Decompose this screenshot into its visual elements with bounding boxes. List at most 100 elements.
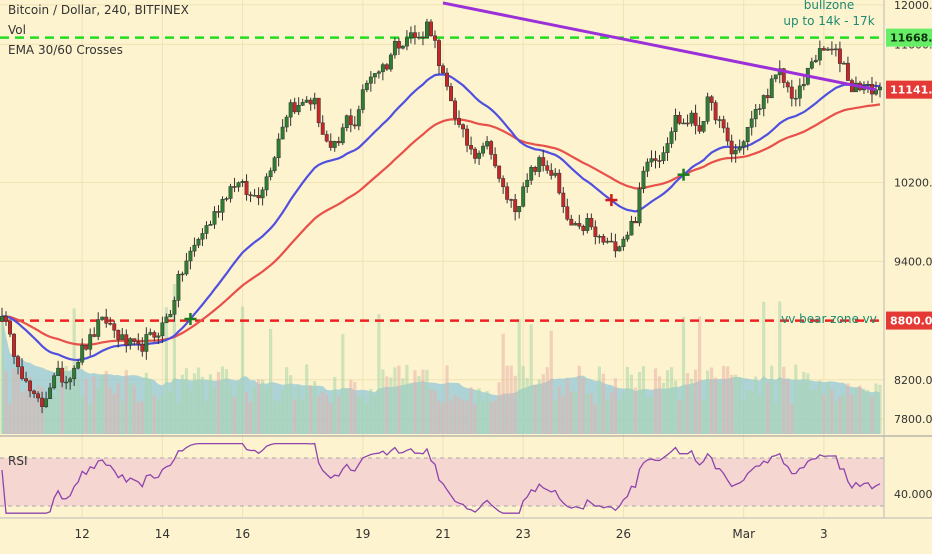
- candle: [689, 110, 694, 127]
- candle: [793, 89, 798, 107]
- volume-bar: [377, 314, 381, 434]
- candle-body: [585, 218, 590, 231]
- candle-body: [781, 68, 786, 83]
- candle: [589, 213, 594, 230]
- candle-body: [813, 59, 818, 63]
- candle-body: [681, 122, 686, 125]
- volume-bar: [609, 392, 613, 434]
- candle-body: [553, 172, 558, 176]
- bull-zone-annotation-2: up to 14k - 17k: [783, 14, 874, 28]
- candle-body: [845, 62, 850, 81]
- candle: [216, 205, 221, 218]
- volume-bar: [810, 389, 814, 434]
- volume-bar: [601, 373, 605, 434]
- volume-bar: [854, 387, 858, 434]
- candle-body: [392, 41, 397, 56]
- candle: [809, 57, 814, 70]
- price-tick-label: 10200.0: [894, 176, 932, 189]
- candle-body: [164, 316, 169, 324]
- candle: [585, 213, 590, 234]
- candle-body: [645, 161, 650, 172]
- volume-indicator-label[interactable]: Vol: [8, 23, 26, 37]
- volume-bar: [790, 403, 794, 434]
- candle: [609, 232, 614, 243]
- volume-bar: [730, 374, 734, 434]
- candle: [240, 179, 245, 187]
- time-axis[interactable]: 12 14 16 19 21 23 26 Mar 3: [75, 527, 828, 541]
- candle-body: [36, 393, 41, 399]
- volume-bar: [172, 283, 176, 434]
- candle-body: [817, 48, 822, 61]
- volume-bar: [617, 400, 622, 434]
- candle: [669, 127, 674, 148]
- candle: [693, 104, 698, 135]
- trendline: [442, 1, 877, 92]
- volume-bar: [762, 301, 766, 434]
- candle: [312, 92, 317, 110]
- candle: [525, 173, 530, 193]
- price-axis[interactable]: 12000.011600.010200.09400.08200.07800.01…: [886, 0, 932, 426]
- candle-body: [4, 316, 8, 322]
- candle: [769, 75, 774, 99]
- candle-body: [429, 21, 433, 37]
- candle-body: [713, 102, 718, 121]
- volume-bar: [260, 379, 265, 434]
- candle: [657, 154, 662, 168]
- volume-bar: [449, 400, 453, 434]
- candle: [244, 174, 249, 201]
- volume-bar: [661, 382, 666, 434]
- resistance-trendline[interactable]: [442, 1, 877, 92]
- volume-bar: [421, 369, 425, 434]
- candle-body: [120, 334, 125, 340]
- candle: [328, 133, 333, 151]
- candle: [673, 108, 678, 141]
- candle-body: [32, 390, 37, 395]
- candle: [801, 75, 806, 91]
- symbol-title: Bitcoin / Dollar, 240, BITFINEX: [8, 3, 189, 17]
- candle-body: [152, 332, 157, 338]
- ema-indicator-label[interactable]: EMA 30/60 Crosses: [8, 43, 123, 57]
- candle: [517, 206, 522, 219]
- volume-bar: [846, 383, 850, 434]
- candle-body: [380, 64, 385, 73]
- volume-bar: [441, 402, 445, 434]
- candle-body: [741, 141, 746, 148]
- candle-body: [689, 112, 694, 124]
- candle-body: [641, 170, 646, 190]
- volume-bar: [417, 376, 421, 434]
- volume-bar: [774, 403, 778, 434]
- candle: [593, 220, 598, 245]
- candle-body: [757, 108, 762, 110]
- volume-bar: [293, 399, 297, 434]
- volume-bar: [413, 370, 417, 434]
- candle: [489, 139, 494, 160]
- candle: [817, 40, 822, 66]
- candle: [449, 82, 453, 102]
- ema-fast-line: [1, 73, 881, 362]
- volume-bar: [734, 374, 738, 434]
- volume-bar: [553, 400, 557, 434]
- candle: [372, 73, 377, 84]
- candle-body: [485, 141, 490, 147]
- volume-bar: [585, 394, 589, 434]
- candle-body: [773, 74, 778, 80]
- volume-bar: [637, 371, 642, 434]
- candle: [288, 99, 293, 126]
- volume-bar: [517, 318, 521, 434]
- volume-bar: [866, 389, 870, 434]
- candle: [529, 165, 534, 185]
- candle-body: [653, 158, 658, 161]
- rsi-indicator-label[interactable]: RSI: [8, 454, 28, 468]
- candle-body: [837, 48, 842, 64]
- volume-bar: [140, 400, 144, 434]
- candle-body: [625, 234, 630, 240]
- candle-body: [705, 96, 710, 122]
- candle: [513, 193, 518, 221]
- candle: [304, 96, 309, 103]
- volume-bar: [429, 389, 433, 434]
- candle-body: [449, 86, 453, 102]
- volume-bar: [240, 306, 245, 434]
- candle: [184, 252, 189, 276]
- volume-bar: [577, 365, 581, 434]
- time-tick-label: 12: [75, 527, 90, 541]
